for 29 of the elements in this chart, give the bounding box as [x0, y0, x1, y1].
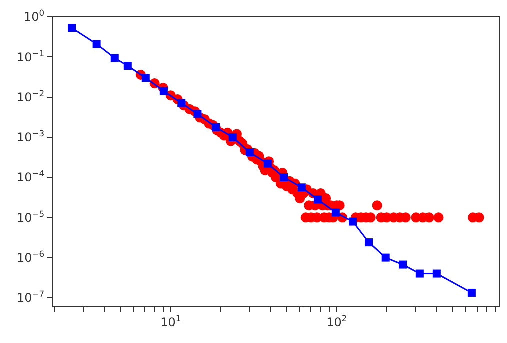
y-tick-label: 10$^{−1}$	[16, 48, 45, 64]
x-tick-label: 10$^{1}$	[160, 313, 182, 330]
y-tick-label: 10$^{−5}$	[16, 208, 45, 225]
point	[264, 160, 272, 168]
point	[110, 54, 119, 62]
point	[178, 99, 186, 108]
point	[332, 208, 340, 217]
point	[228, 133, 237, 142]
y-tick-label: 10$^{−4}$	[16, 168, 45, 185]
point	[92, 40, 101, 48]
point	[212, 123, 220, 132]
y-tick-label: 10$^{−7}$	[16, 289, 45, 306]
point	[314, 196, 322, 204]
point	[160, 87, 168, 96]
x-tick-label: 10$^{2}$	[326, 313, 348, 330]
point	[349, 218, 358, 226]
point	[280, 174, 288, 182]
y-tick-label: 10$^{0}$	[24, 8, 45, 24]
point	[365, 238, 374, 247]
point	[246, 148, 254, 157]
point	[382, 254, 390, 262]
point	[298, 184, 306, 192]
point	[416, 270, 424, 278]
point	[194, 110, 202, 118]
y-tick-label: 10$^{−3}$	[16, 128, 45, 145]
y-tick-label: 10$^{−6}$	[16, 248, 45, 266]
y-tick-label: 10$^{−2}$	[16, 88, 45, 104]
point	[399, 260, 408, 269]
point	[432, 270, 441, 278]
